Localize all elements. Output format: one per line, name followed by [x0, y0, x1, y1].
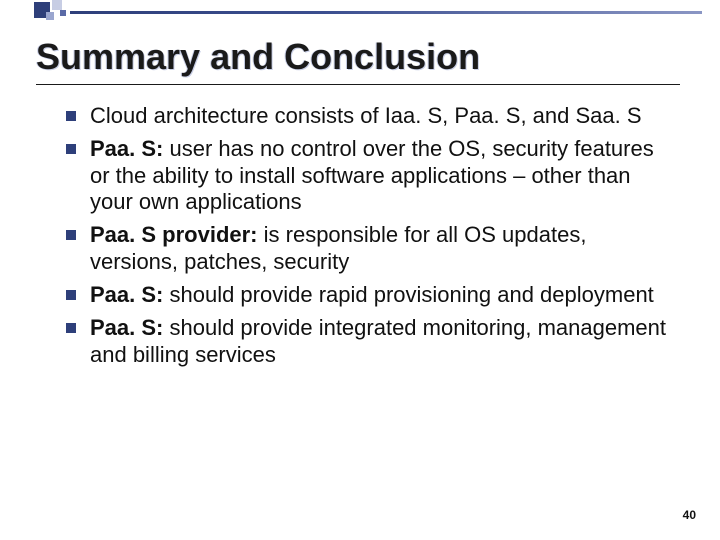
- list-item: Cloud architecture consists of Iaa. S, P…: [66, 103, 672, 130]
- bullet-bold: Paa. S:: [90, 282, 163, 307]
- list-item: Paa. S: should provide integrated monito…: [66, 315, 672, 369]
- bullet-text: Cloud architecture consists of Iaa. S, P…: [90, 103, 642, 128]
- bullet-text: should provide integrated monitoring, ma…: [90, 315, 666, 367]
- list-item: Paa. S: user has no control over the OS,…: [66, 136, 672, 216]
- bullet-bold: Paa. S:: [90, 136, 163, 161]
- bullet-list: Cloud architecture consists of Iaa. S, P…: [40, 103, 672, 368]
- slide-title: Summary and Conclusion: [36, 36, 672, 78]
- slide: Summary and Conclusion Cloud architectur…: [0, 0, 720, 540]
- list-item: Paa. S provider: is responsible for all …: [66, 222, 672, 276]
- page-number: 40: [683, 508, 696, 522]
- title-underline: [36, 84, 680, 85]
- bullet-text: user has no control over the OS, securit…: [90, 136, 654, 215]
- list-item: Paa. S: should provide rapid provisionin…: [66, 282, 672, 309]
- bullet-bold: Paa. S provider:: [90, 222, 258, 247]
- bullet-text: should provide rapid provisioning and de…: [163, 282, 653, 307]
- bullet-bold: Paa. S:: [90, 315, 163, 340]
